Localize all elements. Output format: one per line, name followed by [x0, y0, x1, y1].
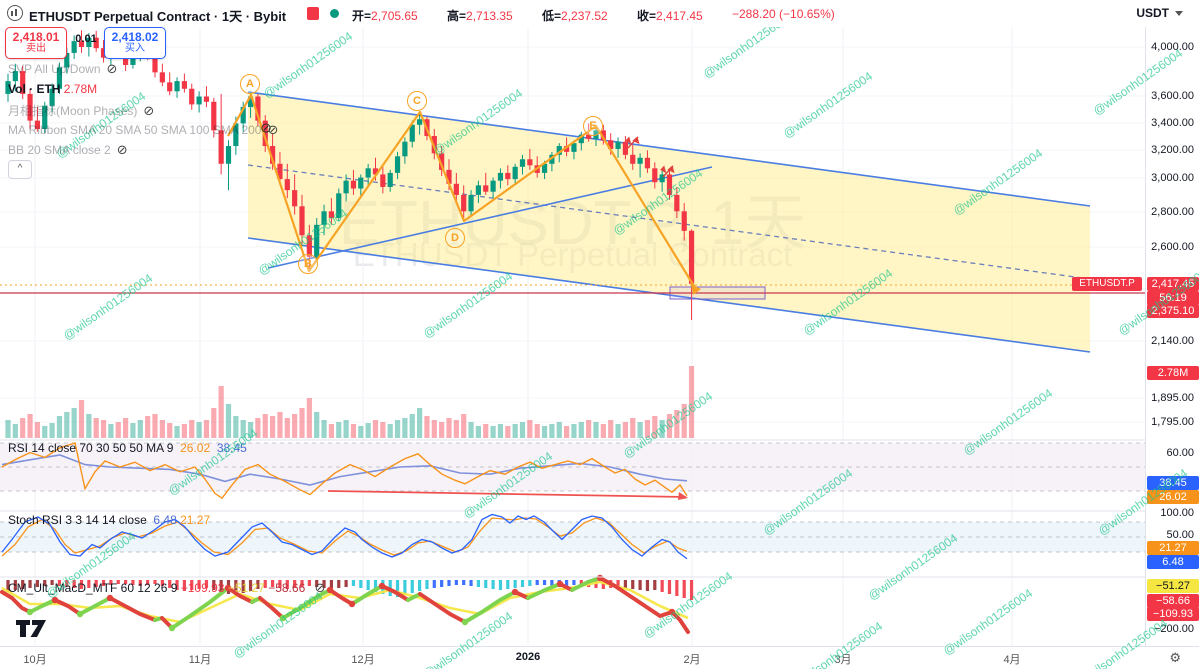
legend-moon-phases[interactable]: 月相指标(Moon Phases) ⊘: [8, 103, 155, 118]
axis-value-badge: 26.02: [1147, 490, 1199, 504]
currency-switch[interactable]: USDT: [1136, 6, 1183, 20]
time-axis[interactable]: ⚙ 10月 11月 12月 2026 2月 3月 4月: [0, 646, 1199, 669]
time-tick: 2月: [683, 654, 701, 666]
price-tick: 50.00: [1166, 529, 1194, 541]
collapse-legend-button[interactable]: ^: [8, 160, 32, 179]
ohlc-open: 开=2,705.65: [352, 9, 418, 23]
symbol-logo-icon: [7, 5, 23, 21]
axis-value-badge: 6.48: [1147, 555, 1199, 569]
price-axis[interactable]: 4,000.00 3,600.00 3,400.00 3,200.00 3,000.00…: [1145, 0, 1199, 646]
axis-value-badge: 2,375.10: [1147, 304, 1199, 318]
price-tick: 2,600.00: [1151, 241, 1194, 253]
ohlc-low: 低=2,237.52: [542, 9, 608, 23]
ohlc-close: 收=2,417.45: [637, 9, 703, 23]
eye-off-icon[interactable]: ⊘: [267, 122, 279, 137]
axis-value-badge: 56:19: [1147, 291, 1199, 305]
price-tick: 3,600.00: [1151, 90, 1194, 102]
axis-value-badge: 38.45: [1147, 476, 1199, 490]
sell-button[interactable]: 2,418.01 卖出: [5, 27, 67, 59]
legend-volume[interactable]: Vol · ETH 2.78M: [8, 82, 98, 96]
eye-off-icon[interactable]: ⊘: [116, 142, 128, 157]
rsi-legend[interactable]: RSI 14 close 70 30 50 50 MA 9 26.02 38.4…: [8, 441, 247, 455]
axis-value-badge: 2,417.45: [1147, 277, 1199, 291]
eye-off-icon[interactable]: ⊘: [314, 580, 326, 595]
price-tick: 1,795.00: [1151, 416, 1194, 428]
legend-ma-ribbon[interactable]: MA Ribbon SMA 20 SMA 50 SMA 100 SMA 200 ⊘: [8, 122, 279, 137]
price-tick: 3,000.00: [1151, 172, 1194, 184]
time-tick: 3月: [834, 654, 852, 666]
price-tick: 100.00: [1160, 507, 1194, 519]
axis-value-badge: −58.66: [1147, 594, 1199, 608]
price-tick: 60.00: [1166, 447, 1194, 459]
axis-value-badge: 21.27: [1147, 541, 1199, 555]
eye-off-icon[interactable]: ⊘: [106, 61, 118, 76]
time-tick: 11月: [188, 654, 212, 666]
annotation-letter-e[interactable]: E: [583, 116, 603, 136]
price-tick: 1,895.00: [1151, 392, 1194, 404]
annotation-letter-b[interactable]: B: [298, 254, 318, 274]
tradingview-logo-icon[interactable]: [14, 615, 54, 644]
annotation-letter-c[interactable]: C: [407, 91, 427, 111]
time-tick: 10月: [23, 654, 47, 666]
eye-off-icon[interactable]: ⊘: [143, 103, 155, 118]
symbol-price-tag: ETHUSDT.P: [1072, 277, 1142, 291]
eye-off-icon[interactable]: ⊘: [260, 119, 272, 136]
time-tick: 4月: [1003, 654, 1021, 666]
bybit-logo-icon: [307, 7, 319, 20]
price-tick: 2,800.00: [1151, 206, 1194, 218]
time-tick: 12月: [351, 654, 375, 666]
price-tick: 4,000.00: [1151, 41, 1194, 53]
price-change: −288.20 (−10.65%): [732, 7, 835, 21]
chart-header: ETHUSDT Perpetual Contract · 1天 · Bybit …: [0, 0, 1199, 27]
stoch-rsi-legend[interactable]: Stoch RSI 3 3 14 14 close 6.48 21.27: [8, 513, 211, 527]
ohlc-high: 高=2,713.35: [447, 9, 513, 23]
axis-value-badge: −109.93: [1147, 607, 1199, 621]
price-tick: 3,200.00: [1151, 144, 1194, 156]
annotation-letter-a[interactable]: A: [240, 74, 260, 94]
buy-button[interactable]: 2,418.02 买入: [104, 27, 166, 59]
axis-value-badge: 2.78M: [1147, 366, 1199, 380]
time-tick: 2026: [515, 651, 541, 663]
market-status-dot-icon: [330, 9, 339, 18]
symbol-title[interactable]: ETHUSDT Perpetual Contract · 1天 · Bybit: [29, 9, 287, 24]
axis-value-badge: −51.27: [1147, 579, 1199, 593]
price-tick: 2,140.00: [1151, 335, 1194, 347]
legend-bollinger[interactable]: BB 20 SMA close 2 ⊘: [8, 142, 128, 157]
price-tick: −200.00: [1153, 623, 1194, 635]
macd-legend[interactable]: CM_Ult_MacD_MTF 60 12 26 9 −109.93 −51.2…: [8, 580, 326, 595]
annotation-letter-d[interactable]: D: [445, 228, 465, 248]
legend-svp[interactable]: SVP All Up/Down ⊘: [8, 61, 118, 76]
spread-value: 0.01: [75, 33, 97, 45]
chevron-down-icon: [1175, 11, 1183, 17]
gear-icon[interactable]: ⚙: [1169, 650, 1181, 665]
price-tick: 3,400.00: [1151, 117, 1194, 129]
